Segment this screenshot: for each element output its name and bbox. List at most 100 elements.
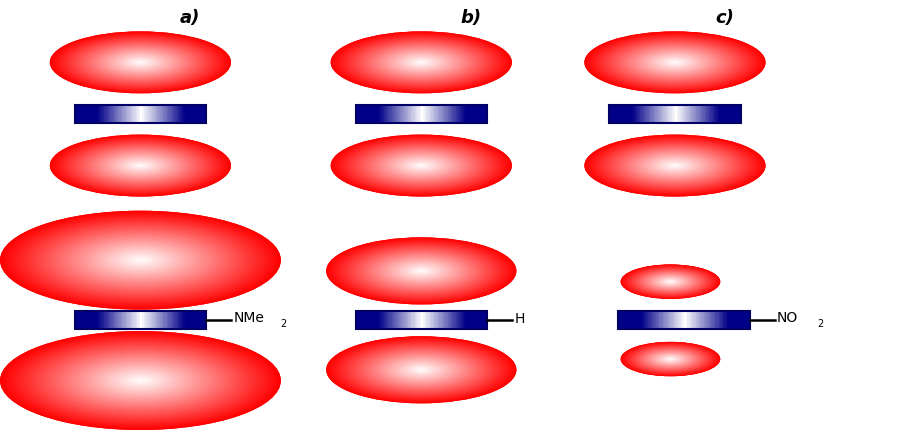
Ellipse shape — [23, 219, 258, 301]
Ellipse shape — [103, 247, 178, 273]
Ellipse shape — [386, 357, 457, 382]
Ellipse shape — [614, 144, 736, 187]
Ellipse shape — [415, 269, 428, 273]
Ellipse shape — [335, 33, 507, 92]
Ellipse shape — [644, 155, 706, 176]
Ellipse shape — [631, 268, 709, 295]
Bar — [74, 311, 206, 329]
Ellipse shape — [66, 140, 216, 191]
Ellipse shape — [395, 157, 448, 175]
Bar — [198, 105, 199, 123]
Ellipse shape — [73, 40, 207, 85]
Ellipse shape — [352, 141, 492, 190]
Ellipse shape — [665, 162, 685, 169]
Ellipse shape — [101, 367, 179, 394]
Ellipse shape — [663, 279, 678, 284]
Ellipse shape — [645, 350, 695, 368]
Ellipse shape — [641, 272, 699, 292]
Bar — [467, 105, 469, 123]
Ellipse shape — [387, 358, 456, 382]
Ellipse shape — [630, 150, 720, 181]
Bar — [458, 311, 459, 329]
Ellipse shape — [331, 338, 512, 402]
Ellipse shape — [394, 360, 448, 379]
Ellipse shape — [392, 156, 451, 175]
Ellipse shape — [638, 153, 712, 178]
Ellipse shape — [118, 252, 163, 268]
Bar — [737, 311, 738, 329]
Bar — [429, 311, 431, 329]
Ellipse shape — [336, 137, 506, 195]
Ellipse shape — [584, 135, 766, 197]
Ellipse shape — [359, 144, 484, 187]
Ellipse shape — [344, 244, 498, 298]
Ellipse shape — [653, 158, 697, 173]
Bar — [686, 311, 688, 329]
Bar — [170, 105, 171, 123]
Bar — [155, 105, 157, 123]
Ellipse shape — [63, 233, 217, 287]
Ellipse shape — [380, 151, 463, 180]
Ellipse shape — [649, 53, 701, 71]
Ellipse shape — [55, 137, 226, 195]
Bar — [407, 311, 408, 329]
Ellipse shape — [662, 356, 679, 362]
Ellipse shape — [660, 57, 689, 68]
Ellipse shape — [331, 135, 512, 197]
Ellipse shape — [404, 57, 439, 68]
Bar — [129, 311, 130, 329]
Ellipse shape — [334, 240, 508, 301]
Ellipse shape — [58, 34, 223, 91]
Ellipse shape — [79, 359, 202, 402]
Ellipse shape — [377, 354, 466, 385]
Ellipse shape — [339, 242, 504, 300]
Ellipse shape — [62, 353, 219, 408]
Ellipse shape — [130, 162, 150, 169]
Ellipse shape — [345, 140, 497, 191]
Ellipse shape — [93, 364, 188, 397]
Ellipse shape — [371, 253, 472, 289]
Bar — [670, 105, 671, 123]
Bar — [355, 311, 357, 329]
Bar — [165, 311, 167, 329]
Ellipse shape — [637, 270, 704, 293]
Ellipse shape — [624, 343, 717, 375]
Bar — [474, 105, 476, 123]
Ellipse shape — [105, 248, 176, 273]
Ellipse shape — [111, 370, 170, 391]
Ellipse shape — [636, 49, 714, 76]
Ellipse shape — [391, 261, 451, 281]
Ellipse shape — [639, 271, 702, 293]
Ellipse shape — [79, 239, 202, 282]
Bar — [732, 105, 734, 123]
Bar — [362, 311, 364, 329]
Ellipse shape — [37, 224, 244, 297]
Bar — [654, 311, 656, 329]
Bar — [470, 311, 472, 329]
Ellipse shape — [370, 148, 473, 183]
Ellipse shape — [642, 154, 708, 177]
Ellipse shape — [381, 257, 462, 285]
Bar — [199, 105, 201, 123]
Ellipse shape — [632, 268, 708, 295]
Ellipse shape — [121, 374, 159, 387]
Ellipse shape — [69, 38, 212, 87]
Ellipse shape — [377, 47, 466, 77]
Ellipse shape — [355, 40, 487, 85]
Ellipse shape — [629, 345, 712, 373]
Ellipse shape — [327, 238, 516, 304]
Ellipse shape — [407, 365, 436, 375]
Ellipse shape — [636, 347, 705, 371]
Ellipse shape — [404, 160, 439, 172]
Bar — [666, 311, 668, 329]
Ellipse shape — [588, 136, 762, 195]
Bar — [203, 105, 205, 123]
Ellipse shape — [662, 58, 688, 67]
Ellipse shape — [643, 350, 698, 369]
Ellipse shape — [111, 52, 170, 72]
Ellipse shape — [417, 164, 426, 167]
Ellipse shape — [35, 344, 246, 418]
Ellipse shape — [658, 277, 683, 286]
Ellipse shape — [671, 164, 679, 167]
Bar — [364, 105, 365, 123]
